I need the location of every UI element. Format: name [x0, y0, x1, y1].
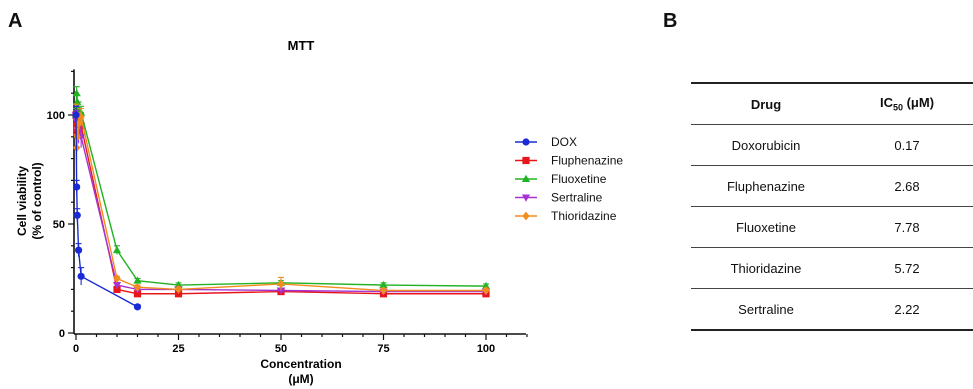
- series-line: [75, 114, 138, 308]
- x-tick-label: 75: [377, 343, 389, 355]
- data-point: [133, 303, 142, 311]
- data-point: [276, 287, 286, 295]
- data-point: [174, 280, 183, 289]
- data-point: [73, 183, 81, 191]
- header-ic-sub: 50: [892, 102, 903, 113]
- table-row: Thioridazine 5.72: [691, 247, 973, 289]
- y-axis-sublabel: (% of control): [30, 162, 44, 239]
- series-line: [75, 114, 486, 295]
- data-point: [73, 97, 82, 105]
- ic50-table: Drug IC50 (μM) Doxorubicin 0.17 Fluphena…: [691, 82, 973, 331]
- data-point: [73, 211, 81, 219]
- y-tick-label: 50: [53, 219, 65, 231]
- data-point: [113, 274, 121, 283]
- legend-marker: [522, 138, 530, 146]
- data-point: [133, 276, 142, 284]
- panel-a-label: A: [8, 10, 23, 32]
- data-point: [77, 272, 85, 280]
- data-point: [379, 286, 388, 295]
- table-row: Fluphenazine 2.68: [691, 165, 973, 207]
- series-line: [75, 93, 487, 287]
- table-row: Fluoxetine 7.78: [691, 206, 973, 248]
- data-point: [74, 246, 83, 254]
- mtt-chart: MTT 0 50 100 0 25 50 75 100 DOX Fluphenazine Fluo…: [15, 38, 623, 386]
- legend-marker: [522, 156, 530, 165]
- header-ic-unit: (μM): [902, 95, 935, 111]
- data-point: [379, 280, 388, 289]
- table-header-row: Drug IC50 (μM): [691, 82, 973, 125]
- cell-drug: Thioridazine: [691, 247, 841, 289]
- data-point: [113, 285, 121, 293]
- data-point: [77, 112, 85, 122]
- series-line: [75, 114, 486, 293]
- cell-ic50: 0.17: [841, 124, 973, 166]
- chart-title: MTT: [288, 38, 315, 53]
- panel-b-label: B: [663, 10, 678, 32]
- cell-ic50: 7.78: [841, 206, 973, 248]
- legend-marker: [521, 194, 531, 202]
- x-tick-label: 50: [275, 343, 287, 355]
- cell-drug: Sertraline: [691, 288, 841, 331]
- data-point: [72, 89, 81, 97]
- legend-marker: [521, 174, 531, 182]
- legend-label: Thioridazine: [551, 209, 617, 223]
- series-fluphenazine: [72, 103, 490, 298]
- data-point: [482, 286, 490, 295]
- x-tick-label: 0: [73, 343, 79, 355]
- data-point: [72, 111, 80, 119]
- legend-label: Fluphenazine: [551, 154, 623, 168]
- cell-ic50: 2.68: [841, 165, 973, 207]
- legend-label: Sertraline: [551, 191, 603, 205]
- legend-label: Fluoxetine: [551, 172, 607, 186]
- x-tick-label: 100: [477, 343, 495, 355]
- data-point: [277, 279, 285, 289]
- header-ic50: IC50 (μM): [841, 82, 973, 125]
- cell-drug: Doxorubicin: [691, 124, 841, 166]
- y-axis-label: Cell viability: [15, 166, 29, 236]
- data-point: [133, 282, 142, 292]
- cell-drug: Fluphenazine: [691, 165, 841, 207]
- legend-marker: [522, 211, 530, 221]
- x-tick-label: 25: [172, 343, 184, 355]
- y-tick-label: 0: [59, 328, 65, 340]
- series-line: [75, 114, 486, 292]
- data-point: [133, 290, 142, 298]
- series-sertraline: [71, 105, 491, 296]
- table-row: Doxorubicin 0.17: [691, 124, 973, 166]
- data-point: [112, 282, 122, 290]
- data-point: [73, 132, 81, 142]
- x-axis-label: Concentration: [260, 357, 341, 371]
- data-point: [174, 285, 183, 294]
- series-dox: [72, 105, 142, 311]
- header-drug: Drug: [691, 82, 841, 125]
- legend-label: DOX: [551, 135, 577, 149]
- data-point: [112, 245, 122, 254]
- cell-ic50: 2.22: [841, 288, 973, 331]
- data-point: [481, 281, 491, 290]
- x-axis-unit: (μM): [288, 372, 313, 386]
- y-tick-label: 100: [47, 110, 65, 122]
- series-thioridazine: [72, 103, 490, 295]
- table-row: Sertraline 2.22: [691, 288, 973, 331]
- cell-ic50: 5.72: [841, 247, 973, 289]
- header-ic-main: IC: [879, 95, 893, 111]
- cell-drug: Fluoxetine: [691, 206, 841, 248]
- series-fluoxetine: [71, 86, 491, 290]
